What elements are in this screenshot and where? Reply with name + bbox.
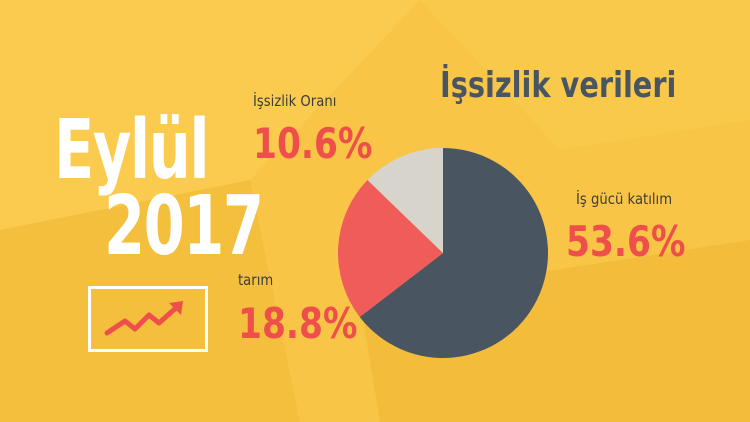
- pie-slice-issizlik-orani: [367, 148, 443, 253]
- value-tarim: 18.8%: [238, 299, 358, 348]
- label-issizlik-orani: İşsizlik Oranı: [253, 92, 337, 110]
- date-month: Eylül: [54, 103, 210, 198]
- value-is-gucu-katilim: 53.6%: [566, 217, 686, 266]
- label-is-gucu-katilim: İş gücü katılım: [576, 190, 673, 208]
- pie-slice-is-gucu-katilim: [359, 148, 548, 358]
- chart-title: İşsizlik verileri: [440, 65, 677, 106]
- pie-slice-tarim: [338, 180, 443, 317]
- value-issizlik-orani: 10.6%: [253, 119, 373, 168]
- trending-up-arrow-icon: [104, 301, 183, 336]
- label-tarim: tarım: [238, 271, 274, 289]
- trend-box: [88, 286, 208, 352]
- date-year: 2017: [104, 179, 264, 274]
